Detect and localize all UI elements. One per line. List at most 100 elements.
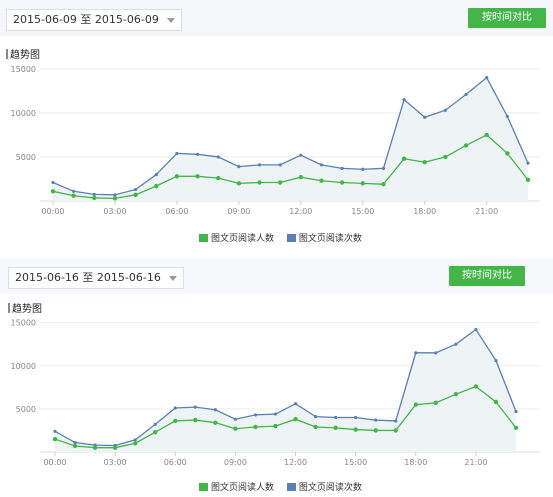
readers-point (253, 424, 258, 430)
reads-point (319, 163, 324, 167)
readers-point (319, 178, 324, 183)
reads-point (113, 193, 117, 197)
reads-point (402, 98, 406, 102)
readers-point (393, 428, 398, 433)
x-tick-label: 03:00 (103, 207, 126, 216)
readers-point (257, 180, 262, 185)
date-range-select[interactable]: 2015-06-09 至 2015-06-09 (6, 9, 182, 31)
y-tick-label: 10000 (11, 109, 36, 118)
readers-point (473, 384, 479, 389)
x-tick-label: 21:00 (464, 458, 487, 467)
legend-label: 图文页阅读次数 (298, 234, 362, 244)
filter-bar: 2015-06-16 至 2015-06-16 按时间对比 (0, 258, 553, 294)
reads-point (514, 409, 518, 414)
readers-point (133, 192, 138, 198)
reads-point (454, 342, 458, 346)
trend-panel-1: 2015-06-09 至 2015-06-09 按时间对比 趋势图 5000 10… (0, 0, 553, 244)
legend-item-readers[interactable]: 图文页阅读人数 (199, 480, 274, 493)
readers-line (54, 385, 517, 449)
readers-point (72, 443, 78, 449)
readers-point (71, 193, 76, 198)
trend-chart-1: 5000 10000 15000 00:00 03:00 06:00 09:00 12:00 1… (11, 65, 540, 216)
title-bar-icon (6, 49, 8, 59)
readers-point (381, 182, 386, 187)
legend-label: 图文页阅读人数 (211, 234, 275, 244)
readers-point (193, 417, 198, 423)
readers-point (174, 174, 180, 179)
reads-point (175, 151, 179, 156)
section-title: 趋势图 (8, 300, 42, 315)
legend-label: 图文页阅读次数 (298, 483, 362, 493)
date-range-select[interactable]: 2015-06-16 至 2015-06-16 (8, 267, 184, 289)
readers-point (92, 195, 97, 201)
reads-point (381, 166, 386, 170)
x-tick-label: 00:00 (43, 458, 66, 467)
x-tick-label: 18:00 (413, 207, 436, 216)
reads-point (73, 440, 77, 445)
readers-point (433, 400, 439, 406)
x-tick-label: 06:00 (164, 458, 187, 467)
reads-line (52, 76, 529, 196)
readers-point (463, 143, 469, 148)
reads-point (253, 413, 258, 417)
readers-point (277, 180, 283, 185)
readers-point (132, 441, 138, 446)
reads-point (313, 415, 318, 419)
legend-label: 图文页阅读人数 (211, 483, 275, 493)
readers-point (293, 417, 298, 422)
reads-point (195, 152, 200, 156)
reads-point (51, 180, 55, 185)
reads-point (72, 189, 76, 193)
x-tick-label: 03:00 (104, 458, 127, 467)
readers-point (484, 132, 489, 138)
readers-point (360, 181, 365, 186)
readers-point (153, 429, 158, 435)
reads-point (494, 358, 498, 363)
reads-point (374, 418, 378, 422)
y-tick-label: 15000 (11, 319, 36, 328)
compare-by-time-button[interactable]: 按时间对比 (449, 266, 525, 286)
readers-point (195, 174, 200, 179)
readers-point (52, 436, 58, 442)
reads-point (443, 108, 447, 112)
reads-point (334, 415, 338, 420)
y-tick-label: 5000 (16, 153, 36, 162)
reads-point (134, 187, 138, 192)
reads-point (193, 405, 197, 409)
reads-point (173, 406, 177, 410)
readers-point (233, 426, 238, 431)
x-tick-label: 09:00 (224, 458, 247, 467)
reads-point (340, 166, 344, 170)
legend-item-readers[interactable]: 图文页阅读人数 (199, 231, 274, 244)
legend-swatch-green (199, 234, 208, 242)
y-tick-label: 5000 (16, 405, 36, 414)
reads-point (526, 161, 530, 165)
section-title: 趋势图 (6, 46, 40, 61)
reads-point (434, 351, 438, 355)
legend-item-reads[interactable]: 图文页阅读次数 (286, 231, 362, 244)
readers-point (373, 428, 378, 433)
reads-point (485, 76, 489, 80)
legend-swatch-green (199, 483, 208, 491)
readers-point (493, 399, 499, 405)
reads-area (53, 77, 528, 201)
reads-point (505, 114, 509, 118)
filter-bar: 2015-06-09 至 2015-06-09 按时间对比 (0, 0, 553, 36)
legend-item-reads[interactable]: 图文页阅读次数 (286, 480, 362, 493)
x-tick-label: 15:00 (344, 458, 367, 467)
chevron-down-icon (166, 18, 175, 23)
readers-point (112, 445, 118, 450)
reads-point (92, 192, 96, 196)
chart-legend: 图文页阅读人数 图文页阅读次数 (199, 231, 372, 244)
reads-point (153, 422, 157, 426)
reads-point (278, 163, 282, 167)
readers-point (525, 177, 531, 183)
title-bar-icon (8, 303, 10, 313)
compare-by-time-button[interactable]: 按时间对比 (468, 8, 546, 28)
reads-point (474, 327, 478, 332)
readers-point (339, 180, 345, 185)
readers-point (505, 151, 510, 156)
reads-point (154, 172, 158, 177)
readers-point (216, 175, 221, 181)
readers-point (154, 183, 159, 189)
